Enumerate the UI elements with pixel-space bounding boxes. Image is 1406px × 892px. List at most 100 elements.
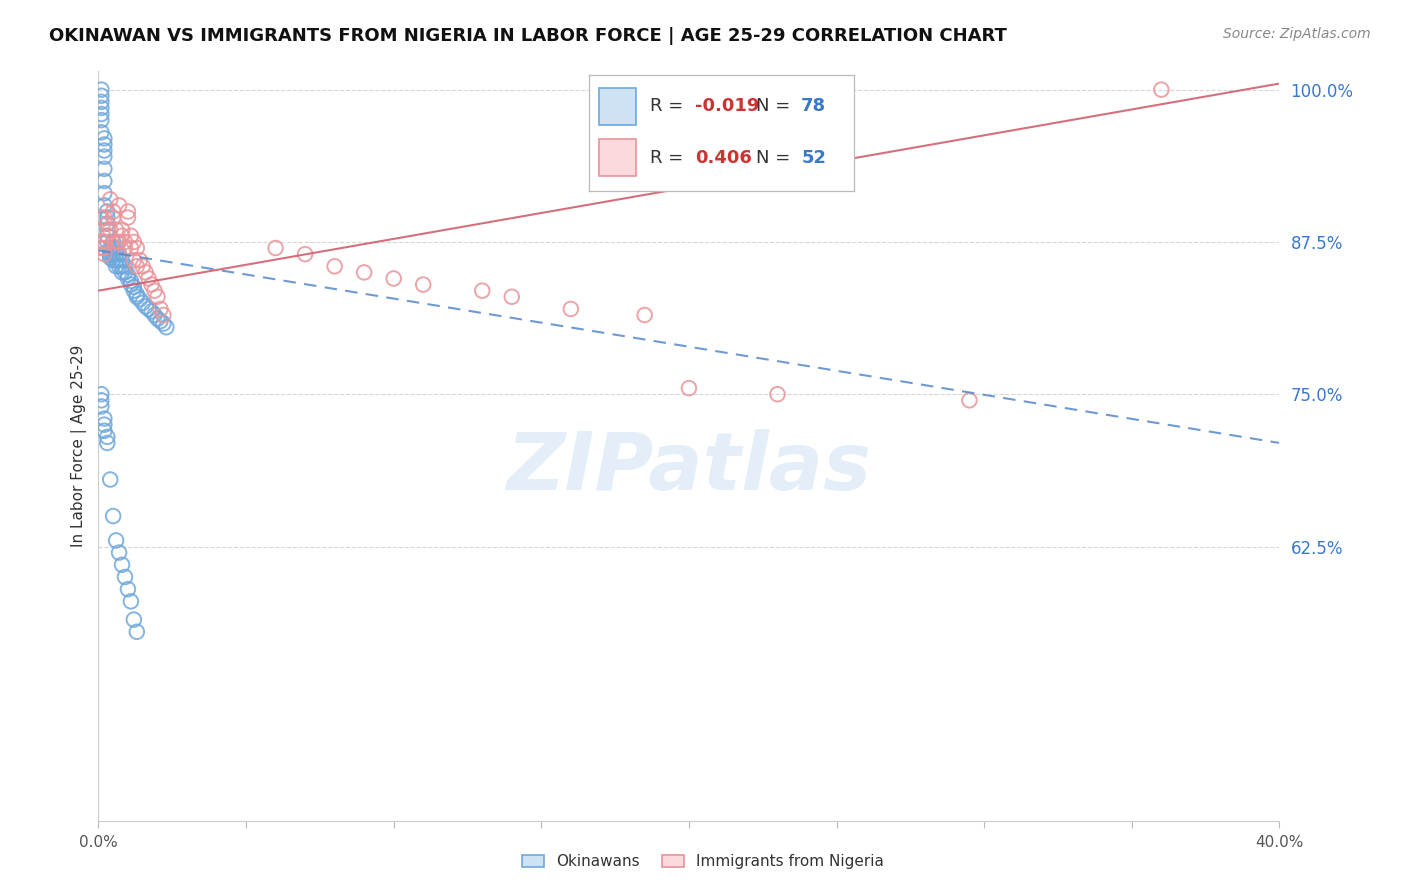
Point bbox=[146, 311, 169, 326]
Point bbox=[96, 217, 118, 231]
Point bbox=[125, 241, 148, 255]
Point bbox=[111, 228, 134, 243]
Point bbox=[98, 246, 121, 260]
Point bbox=[108, 253, 131, 268]
Point bbox=[501, 290, 523, 304]
Point bbox=[135, 265, 157, 279]
Point bbox=[90, 393, 112, 408]
Point bbox=[294, 247, 316, 261]
Point bbox=[105, 253, 128, 268]
Point bbox=[93, 411, 115, 425]
Point bbox=[108, 198, 131, 212]
Point bbox=[138, 301, 160, 316]
Point bbox=[122, 284, 145, 298]
Point bbox=[93, 186, 115, 201]
Point bbox=[114, 265, 136, 279]
Point bbox=[105, 235, 128, 249]
Point bbox=[90, 107, 112, 121]
Point bbox=[323, 260, 346, 274]
Point bbox=[93, 198, 115, 212]
Point bbox=[98, 251, 121, 265]
Point bbox=[128, 253, 150, 268]
Point bbox=[125, 287, 148, 301]
Point bbox=[96, 223, 118, 237]
Point bbox=[152, 308, 174, 322]
Point bbox=[90, 400, 112, 414]
Point bbox=[111, 558, 134, 572]
Point bbox=[90, 125, 112, 139]
Point bbox=[93, 235, 115, 249]
Point bbox=[114, 235, 136, 249]
Point bbox=[125, 624, 148, 639]
Point bbox=[105, 223, 128, 237]
Point bbox=[149, 301, 172, 316]
Point bbox=[122, 613, 145, 627]
Point bbox=[96, 430, 118, 444]
Point bbox=[90, 241, 112, 255]
Point bbox=[103, 253, 125, 268]
Point bbox=[120, 274, 142, 288]
Point bbox=[98, 473, 121, 487]
Point bbox=[117, 582, 139, 596]
Point bbox=[117, 268, 139, 282]
Point bbox=[141, 277, 163, 292]
Point bbox=[117, 271, 139, 285]
Point bbox=[155, 320, 177, 334]
Point bbox=[98, 248, 121, 262]
Point bbox=[114, 241, 136, 255]
Point bbox=[111, 260, 134, 274]
Point bbox=[93, 241, 115, 255]
Point bbox=[103, 211, 125, 225]
Point bbox=[93, 211, 115, 225]
Point bbox=[766, 387, 789, 401]
Point bbox=[135, 300, 157, 314]
Point bbox=[146, 290, 169, 304]
Point bbox=[105, 260, 128, 274]
Point bbox=[149, 314, 172, 328]
Point bbox=[90, 95, 112, 109]
Point bbox=[114, 260, 136, 274]
Point bbox=[634, 308, 657, 322]
Text: ZIPatlas: ZIPatlas bbox=[506, 429, 872, 508]
Point bbox=[93, 424, 115, 438]
Point bbox=[96, 217, 118, 231]
Point bbox=[108, 260, 131, 274]
Point bbox=[122, 253, 145, 268]
Point bbox=[93, 174, 115, 188]
Legend: Okinawans, Immigrants from Nigeria: Okinawans, Immigrants from Nigeria bbox=[516, 848, 890, 875]
Text: OKINAWAN VS IMMIGRANTS FROM NIGERIA IN LABOR FORCE | AGE 25-29 CORRELATION CHART: OKINAWAN VS IMMIGRANTS FROM NIGERIA IN L… bbox=[49, 27, 1007, 45]
Point bbox=[111, 223, 134, 237]
Point bbox=[103, 241, 125, 255]
Point bbox=[90, 101, 112, 115]
Point bbox=[122, 235, 145, 249]
Point bbox=[93, 137, 115, 152]
Point bbox=[96, 228, 118, 243]
Y-axis label: In Labor Force | Age 25-29: In Labor Force | Age 25-29 bbox=[72, 345, 87, 547]
Point bbox=[117, 204, 139, 219]
Point bbox=[93, 417, 115, 432]
Point bbox=[132, 296, 155, 310]
Point bbox=[105, 241, 128, 255]
Point bbox=[143, 308, 166, 322]
Point bbox=[264, 241, 287, 255]
Point bbox=[96, 228, 118, 243]
Point bbox=[105, 533, 128, 548]
Point bbox=[103, 235, 125, 249]
Point bbox=[128, 292, 150, 306]
Text: Source: ZipAtlas.com: Source: ZipAtlas.com bbox=[1223, 27, 1371, 41]
Point bbox=[471, 284, 494, 298]
Point bbox=[108, 247, 131, 261]
Point bbox=[103, 204, 125, 219]
Point bbox=[90, 387, 112, 401]
Point bbox=[96, 204, 118, 219]
Point bbox=[114, 570, 136, 584]
Point bbox=[103, 509, 125, 524]
Point bbox=[125, 260, 148, 274]
Point bbox=[93, 161, 115, 176]
Point bbox=[96, 211, 118, 225]
Point bbox=[111, 253, 134, 268]
Point bbox=[138, 271, 160, 285]
Point bbox=[90, 211, 112, 225]
Point bbox=[98, 241, 121, 255]
Point bbox=[105, 247, 128, 261]
